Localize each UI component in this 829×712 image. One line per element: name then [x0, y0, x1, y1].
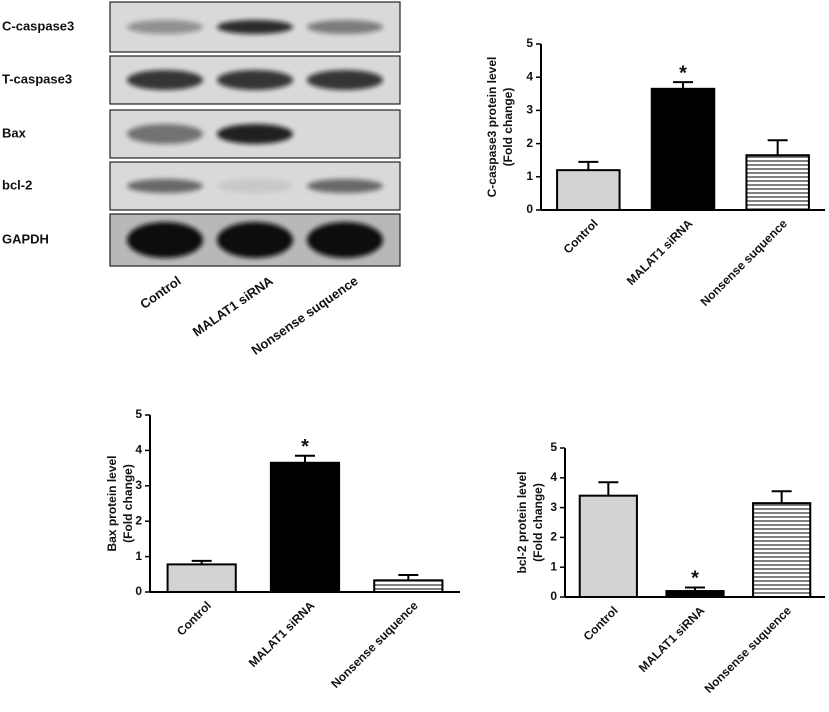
y-tick-label: 1	[135, 549, 142, 563]
blot-band	[307, 70, 383, 90]
x-tick-label: Control	[561, 216, 601, 256]
y-tick-label: 0	[550, 589, 557, 603]
bar	[745, 154, 810, 211]
y-tick-label: 2	[550, 530, 557, 544]
y-axis-label: C-caspase3 protein level	[485, 57, 499, 198]
blot-band	[217, 20, 293, 34]
blot-lane-label: Control	[137, 273, 183, 312]
y-tick-label: 3	[526, 103, 533, 117]
bar	[166, 563, 237, 593]
blot-band	[217, 124, 293, 144]
y-tick-label: 0	[135, 584, 142, 598]
blot-row-label: Bax	[2, 125, 27, 140]
blot-row-label: C-caspase3	[2, 18, 74, 33]
significance-mark: *	[691, 568, 699, 590]
x-tick-label: Nonsense suquence	[702, 603, 795, 696]
bar	[269, 461, 341, 594]
x-tick-label: Nonsense suquence	[698, 216, 791, 309]
x-tick-label: Nonsense suquence	[328, 598, 421, 691]
y-axis-label: Bax protein level	[105, 455, 119, 551]
blot-row-label: GAPDH	[2, 231, 49, 246]
x-tick-label: MALAT1 siRNA	[246, 598, 318, 670]
bar	[752, 502, 812, 599]
y-axis-label: (Fold change)	[121, 464, 135, 543]
x-tick-label: MALAT1 siRNA	[624, 216, 696, 288]
y-tick-label: 5	[526, 36, 533, 50]
blot-band	[127, 222, 203, 258]
y-tick-label: 3	[135, 478, 142, 492]
blot-band	[127, 179, 203, 193]
y-tick-label: 0	[526, 202, 533, 216]
y-tick-label: 2	[526, 136, 533, 150]
x-tick-label: MALAT1 siRNA	[636, 603, 708, 675]
blot-band	[127, 20, 203, 34]
y-axis-label: bcl-2 protein level	[515, 471, 529, 573]
x-tick-label: Control	[174, 598, 214, 638]
blot-band	[307, 179, 383, 193]
bar	[578, 494, 638, 598]
bar	[650, 87, 716, 211]
blot-band	[307, 20, 383, 34]
significance-mark: *	[679, 62, 687, 84]
bar	[373, 579, 444, 593]
blot-band	[217, 222, 293, 258]
y-tick-label: 5	[135, 407, 142, 421]
y-axis-label: (Fold change)	[501, 88, 515, 167]
bar	[665, 590, 725, 598]
y-tick-label: 4	[135, 443, 142, 457]
y-tick-label: 4	[526, 69, 533, 83]
y-axis-label: (Fold change)	[531, 483, 545, 562]
y-tick-label: 2	[135, 513, 142, 527]
blot-row-label: T-caspase3	[2, 71, 72, 86]
y-tick-label: 4	[550, 470, 557, 484]
bar	[556, 169, 621, 212]
blot-band	[127, 70, 203, 90]
y-tick-label: 1	[526, 169, 533, 183]
y-tick-label: 3	[550, 500, 557, 514]
x-tick-label: Control	[581, 603, 621, 643]
y-tick-label: 1	[550, 559, 557, 573]
blot-band	[127, 124, 203, 144]
y-tick-label: 5	[550, 440, 557, 454]
significance-mark: *	[301, 436, 309, 458]
blot-band	[307, 222, 383, 258]
blot-band	[217, 179, 293, 193]
blot-row-label: bcl-2	[2, 177, 32, 192]
blot-lane-label: MALAT1 siRNA	[190, 273, 276, 340]
blot-band	[217, 70, 293, 90]
